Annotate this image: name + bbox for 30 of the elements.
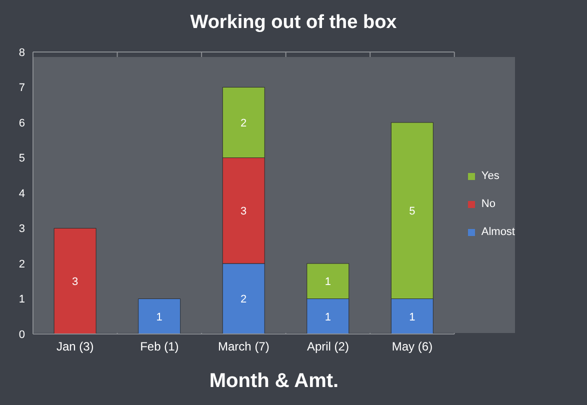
chart-title: Working out of the box bbox=[189, 12, 398, 34]
legend-label: Almost bbox=[481, 226, 515, 238]
legend-label: No bbox=[481, 198, 496, 210]
x-tick-label: March (7) bbox=[218, 340, 270, 354]
x-tick-label: Jan (3) bbox=[56, 340, 94, 354]
bar bbox=[138, 298, 181, 334]
y-tick-label: 4 bbox=[18, 188, 25, 200]
x-tick-label: May (6) bbox=[392, 340, 433, 354]
y-tick-label: 7 bbox=[18, 82, 25, 94]
data-label: 1 bbox=[324, 311, 331, 324]
x-tick-label: April (2) bbox=[306, 340, 349, 354]
y-tick-label: 3 bbox=[18, 223, 25, 236]
x-axis-title: Month & Amt. bbox=[208, 370, 340, 393]
y-tick-label: 5 bbox=[18, 152, 25, 165]
data-label: 3 bbox=[240, 206, 247, 218]
y-tick-label: 6 bbox=[18, 117, 25, 130]
y-tick-label: 8 bbox=[18, 46, 25, 59]
data-label: 1 bbox=[324, 276, 331, 288]
y-tick-label: 1 bbox=[18, 294, 25, 306]
y-tick-label: 2 bbox=[18, 258, 25, 270]
y-tick-label: 0 bbox=[18, 328, 25, 341]
bar bbox=[54, 228, 96, 334]
data-label: 3 bbox=[72, 276, 78, 288]
data-label: 1 bbox=[156, 311, 162, 324]
x-tick-label: Feb (1) bbox=[140, 340, 179, 354]
legend-label: Yes bbox=[481, 170, 500, 182]
data-label: 2 bbox=[240, 117, 247, 130]
data-label: 5 bbox=[409, 206, 416, 218]
data-label: 2 bbox=[240, 294, 247, 306]
data-label: 1 bbox=[409, 311, 416, 324]
